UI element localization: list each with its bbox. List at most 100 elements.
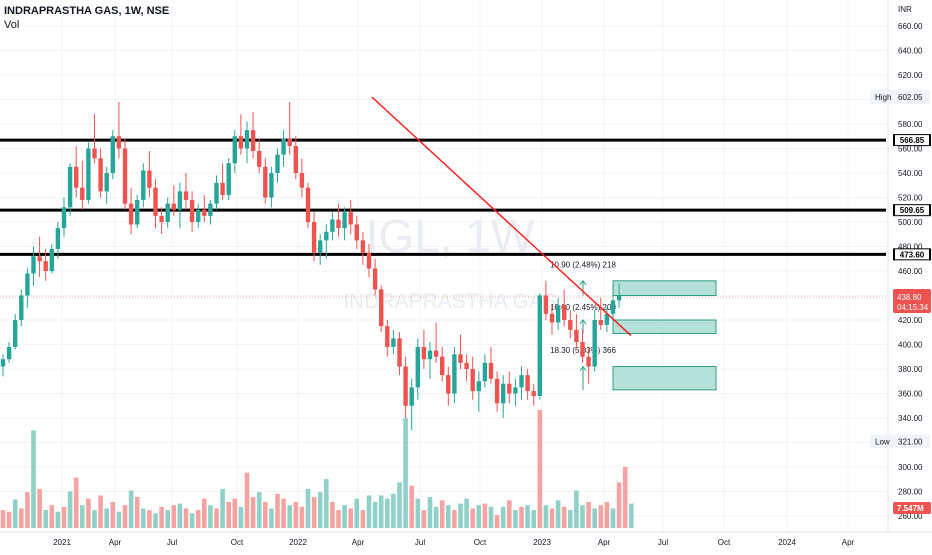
volume-bar (622, 466, 628, 528)
volume-bar (531, 510, 536, 528)
volume-bar (19, 508, 24, 528)
volume-bars (0, 410, 634, 528)
candle-body (336, 219, 341, 229)
candle-body (415, 346, 420, 388)
time-axis: 2021 Apr Jul Oct 2022 Apr Jul Oct 2023 Apr Jul Oct 2… (0, 531, 932, 547)
candle-body (372, 268, 378, 290)
volume-bar (159, 506, 164, 528)
price-tick: 260.00 (898, 512, 923, 521)
volume-bar (616, 482, 622, 528)
candle-body (409, 387, 414, 406)
candle-body (476, 381, 481, 392)
candle-body (580, 342, 585, 357)
last-volume-bg (893, 502, 931, 514)
volume-bar (421, 510, 427, 528)
candle-body (183, 191, 189, 200)
candle-body (452, 354, 457, 394)
volume-bar (110, 501, 116, 528)
volume-bar (104, 508, 109, 528)
candle-body (25, 273, 30, 296)
candle-body (92, 148, 97, 159)
time-tick: 2021 (53, 538, 71, 547)
candle-body (67, 166, 73, 208)
candle-body (55, 228, 61, 249)
volume-bar (12, 499, 18, 528)
candle-body (488, 362, 494, 379)
candle-body (549, 313, 555, 323)
price-tick: 400.00 (898, 341, 923, 350)
volume-bar (500, 506, 506, 528)
candle-body (403, 366, 408, 406)
candles (0, 101, 622, 431)
candle-body (74, 166, 79, 188)
target-zone (612, 319, 717, 334)
volume-bar (555, 500, 561, 528)
zone-arrow-head (579, 365, 587, 371)
volume-bar (348, 508, 353, 528)
volume-bar (561, 506, 567, 528)
volume-bar (482, 503, 488, 528)
high-marker-bg (870, 89, 930, 104)
candle-body (501, 383, 506, 404)
candle-body (513, 387, 518, 394)
symbol-title[interactable]: INDRAPRASTHA GAS, 1W, NSE (4, 5, 170, 17)
volume-bar (92, 510, 97, 528)
candle-body (555, 305, 561, 323)
volume-bar (43, 510, 48, 528)
volume-bar (293, 501, 299, 528)
time-tick: 2022 (289, 538, 307, 547)
candle-body (208, 203, 213, 216)
candle-body (214, 182, 219, 204)
candle-body (80, 187, 85, 200)
time-tick: Jul (415, 538, 425, 547)
candle-body (49, 248, 54, 271)
last-volume-label: 7.547M (893, 502, 931, 514)
volume-bar (256, 492, 262, 528)
candle-body (604, 313, 610, 325)
last-price-bg (893, 288, 931, 313)
level-label-text: 566.85 (900, 136, 925, 145)
candle-body (0, 359, 6, 367)
volume-bar (385, 498, 390, 528)
candle-body (494, 378, 500, 404)
candle-body (122, 148, 128, 204)
candle-body (342, 212, 347, 229)
candle-body (610, 300, 616, 314)
price-tick: 640.00 (898, 47, 923, 56)
support-resistance-levels (0, 138, 886, 256)
volume-bar (446, 505, 451, 528)
candle-body (385, 326, 390, 347)
high-marker-value: 602.05 (898, 93, 923, 102)
volume-bar (165, 510, 170, 528)
last-price-value: 438.80 (897, 293, 922, 302)
volume-bar (25, 492, 30, 528)
candle-body (397, 338, 402, 367)
price-tick: 280.00 (898, 488, 923, 497)
volume-bar (488, 506, 494, 528)
volume-bar (366, 495, 372, 528)
volume-bar (464, 498, 469, 528)
volume-bar (507, 500, 512, 528)
volume-bar (598, 505, 604, 528)
level-label-inner (895, 205, 929, 216)
candle-body (250, 130, 256, 151)
volume-bar (244, 472, 250, 528)
time-tick: 2024 (778, 538, 796, 547)
candle-body (263, 166, 268, 198)
candle-body (470, 369, 475, 392)
candle-body (592, 320, 597, 367)
candle-body (189, 199, 195, 222)
volume-bar (177, 503, 183, 528)
candle-body (537, 295, 542, 396)
price-tick: 300.00 (898, 463, 923, 472)
candle-body (354, 224, 359, 241)
volume-bar (397, 482, 402, 528)
volume-bar (439, 500, 445, 528)
last-volume-value: 7.547M (897, 504, 924, 513)
candle-body (421, 346, 427, 360)
candle-body (165, 203, 170, 222)
volume-bar (86, 498, 91, 528)
